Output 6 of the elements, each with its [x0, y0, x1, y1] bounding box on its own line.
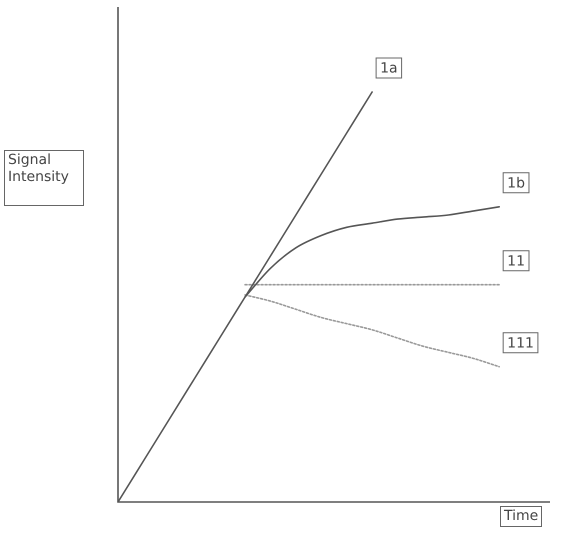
series-label: 1a — [380, 60, 398, 77]
series-label: 11 — [507, 253, 526, 270]
series-label: 111 — [507, 335, 534, 352]
series-label: 1b — [507, 175, 526, 192]
y-axis-title: Signal Intensity — [4, 150, 84, 206]
x-axis-title: Time — [500, 506, 542, 527]
